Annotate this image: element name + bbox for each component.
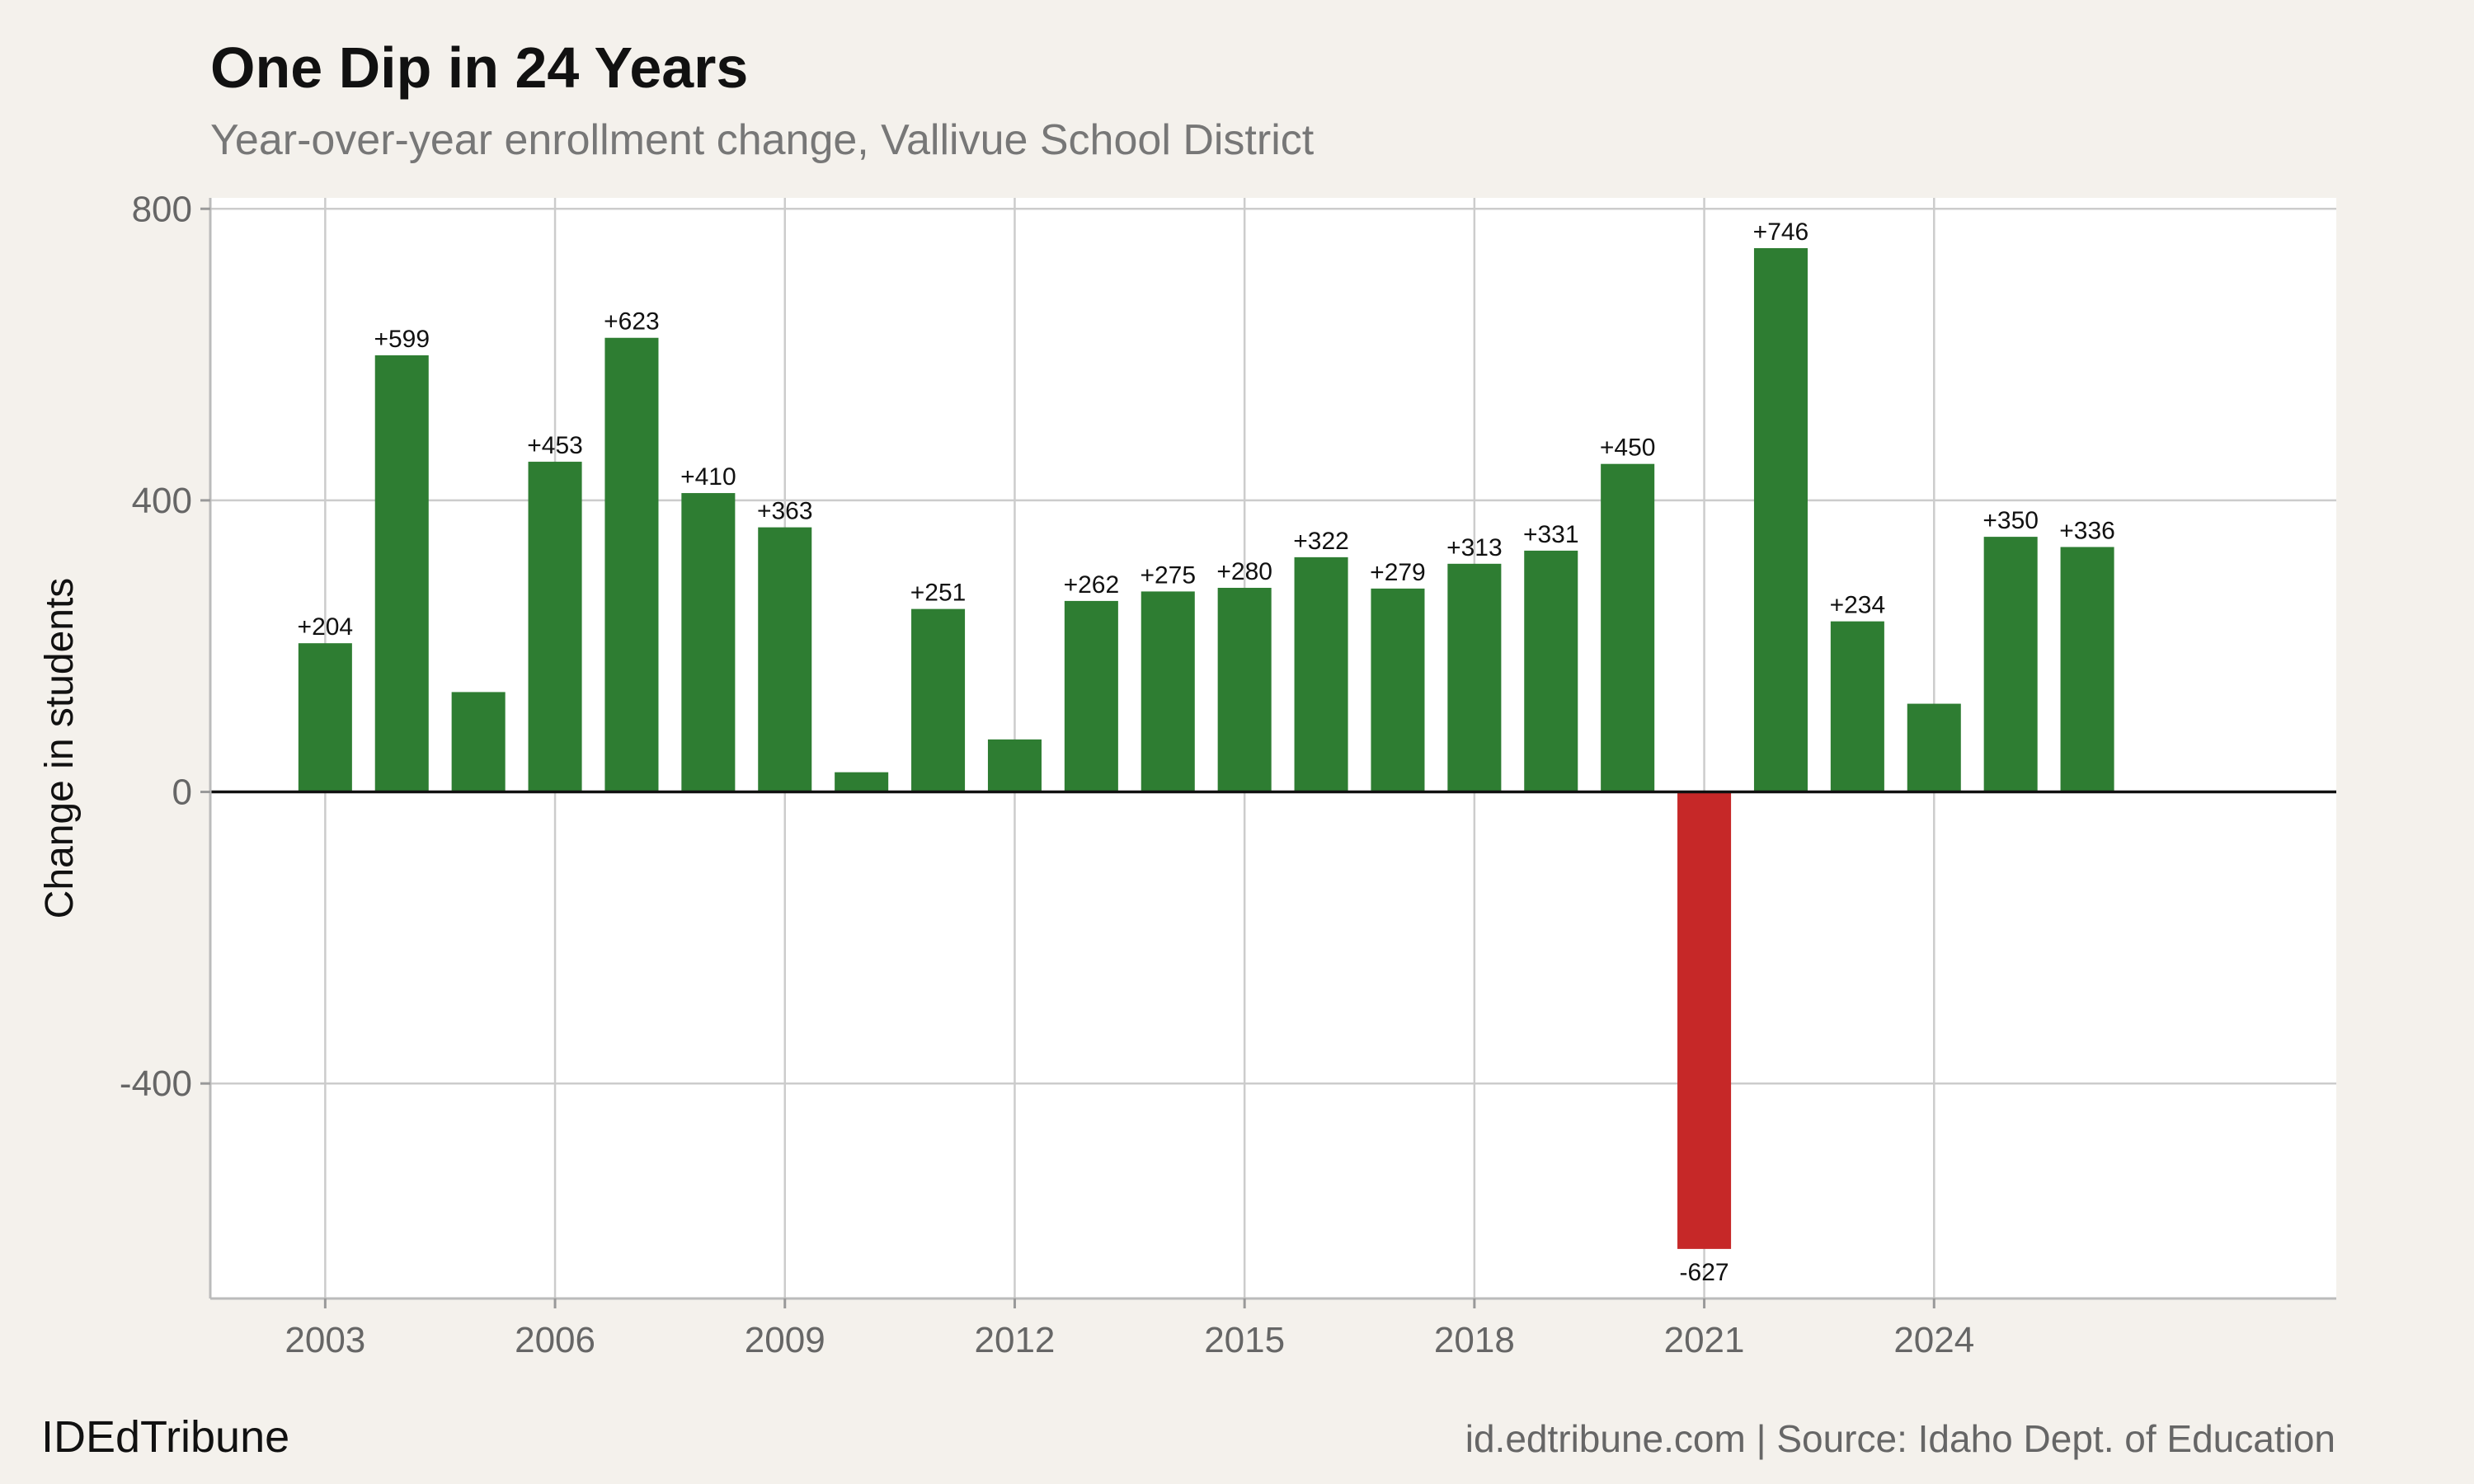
brand-logo-text: IDEdTribune [41,1412,290,1462]
bar-2019 [1524,550,1578,792]
data-label-2003: +204 [298,613,354,641]
bar-2013 [1064,600,1118,792]
data-label-2026: +336 [2059,517,2115,544]
data-label-2011: +251 [910,580,967,607]
bar-2022 [1753,248,1808,792]
bar-2026 [2060,547,2114,792]
y-tick-label: 800 [132,189,192,229]
data-label-2018: +313 [1446,534,1503,561]
bar-2008 [681,493,736,792]
data-label-2017: +279 [1370,559,1426,586]
bar-2014 [1141,591,1195,792]
data-label-2019: +331 [1523,521,1579,548]
axes: 800 400 0 -400 2003 2006 2009 2012 2015 2018 2021 2… [120,189,2336,1360]
bar-2017 [1371,588,1425,792]
bar-2024 [1907,703,1961,792]
bar-2003 [298,643,352,792]
data-label-2016: +322 [1293,528,1349,555]
data-label-2023: +234 [1830,592,1886,619]
data-label-2022: +746 [1753,218,1809,246]
bar-2012 [987,739,1042,792]
bar-2006 [528,462,582,792]
chart-subtitle: Year-over-year enrollment change, Valliv… [210,116,1315,164]
data-label-2008: +410 [680,463,736,491]
bar-2020 [1601,463,1655,792]
source-note: id.edtribune.com | Source: Idaho Dept. o… [1465,1417,2335,1460]
data-label-2013: +262 [1064,571,1120,599]
x-tick-label: 2024 [1893,1320,1974,1360]
x-tick-label: 2006 [515,1320,595,1360]
x-tick-label: 2021 [1664,1320,1745,1360]
bar-2011 [911,608,966,792]
x-tick-label: 2012 [975,1320,1056,1360]
data-label-2014: +275 [1140,561,1196,589]
bar-2015 [1217,587,1272,792]
bar-2009 [758,527,812,792]
data-label-2021: -627 [1680,1259,1729,1286]
bar-2005 [451,692,506,792]
data-label-2009: +363 [757,498,813,525]
data-labels: +204 +599 +453 +623 +410 +363 +251 +262 +275 +280… [298,218,2115,1286]
chart-title: One Dip in 24 Years [210,35,749,100]
x-tick-label: 2009 [745,1320,825,1360]
data-label-2020: +450 [1600,434,1656,462]
data-label-2025: +350 [1982,507,2039,534]
bar-2025 [1983,537,2038,792]
data-label-2007: +623 [604,308,660,336]
y-tick-label: 400 [132,481,192,521]
y-tick-label: 0 [172,773,192,813]
bar-2004 [374,355,429,792]
bars [298,248,2114,1249]
data-label-2015: +280 [1216,558,1272,585]
x-tick-label: 2015 [1204,1320,1285,1360]
bar-2021 [1677,791,1732,1249]
data-label-2004: +599 [374,326,430,353]
y-tick-label: -400 [120,1064,192,1104]
x-tick-label: 2018 [1434,1320,1515,1360]
bar-2010 [835,772,889,792]
bar-2018 [1447,563,1502,792]
data-label-2006: +453 [527,432,583,459]
bar-2023 [1830,621,1884,792]
x-tick-label: 2003 [285,1320,365,1360]
bar-2016 [1294,556,1348,792]
bar-2007 [604,337,659,792]
y-axis-label: Change in students [38,578,82,919]
